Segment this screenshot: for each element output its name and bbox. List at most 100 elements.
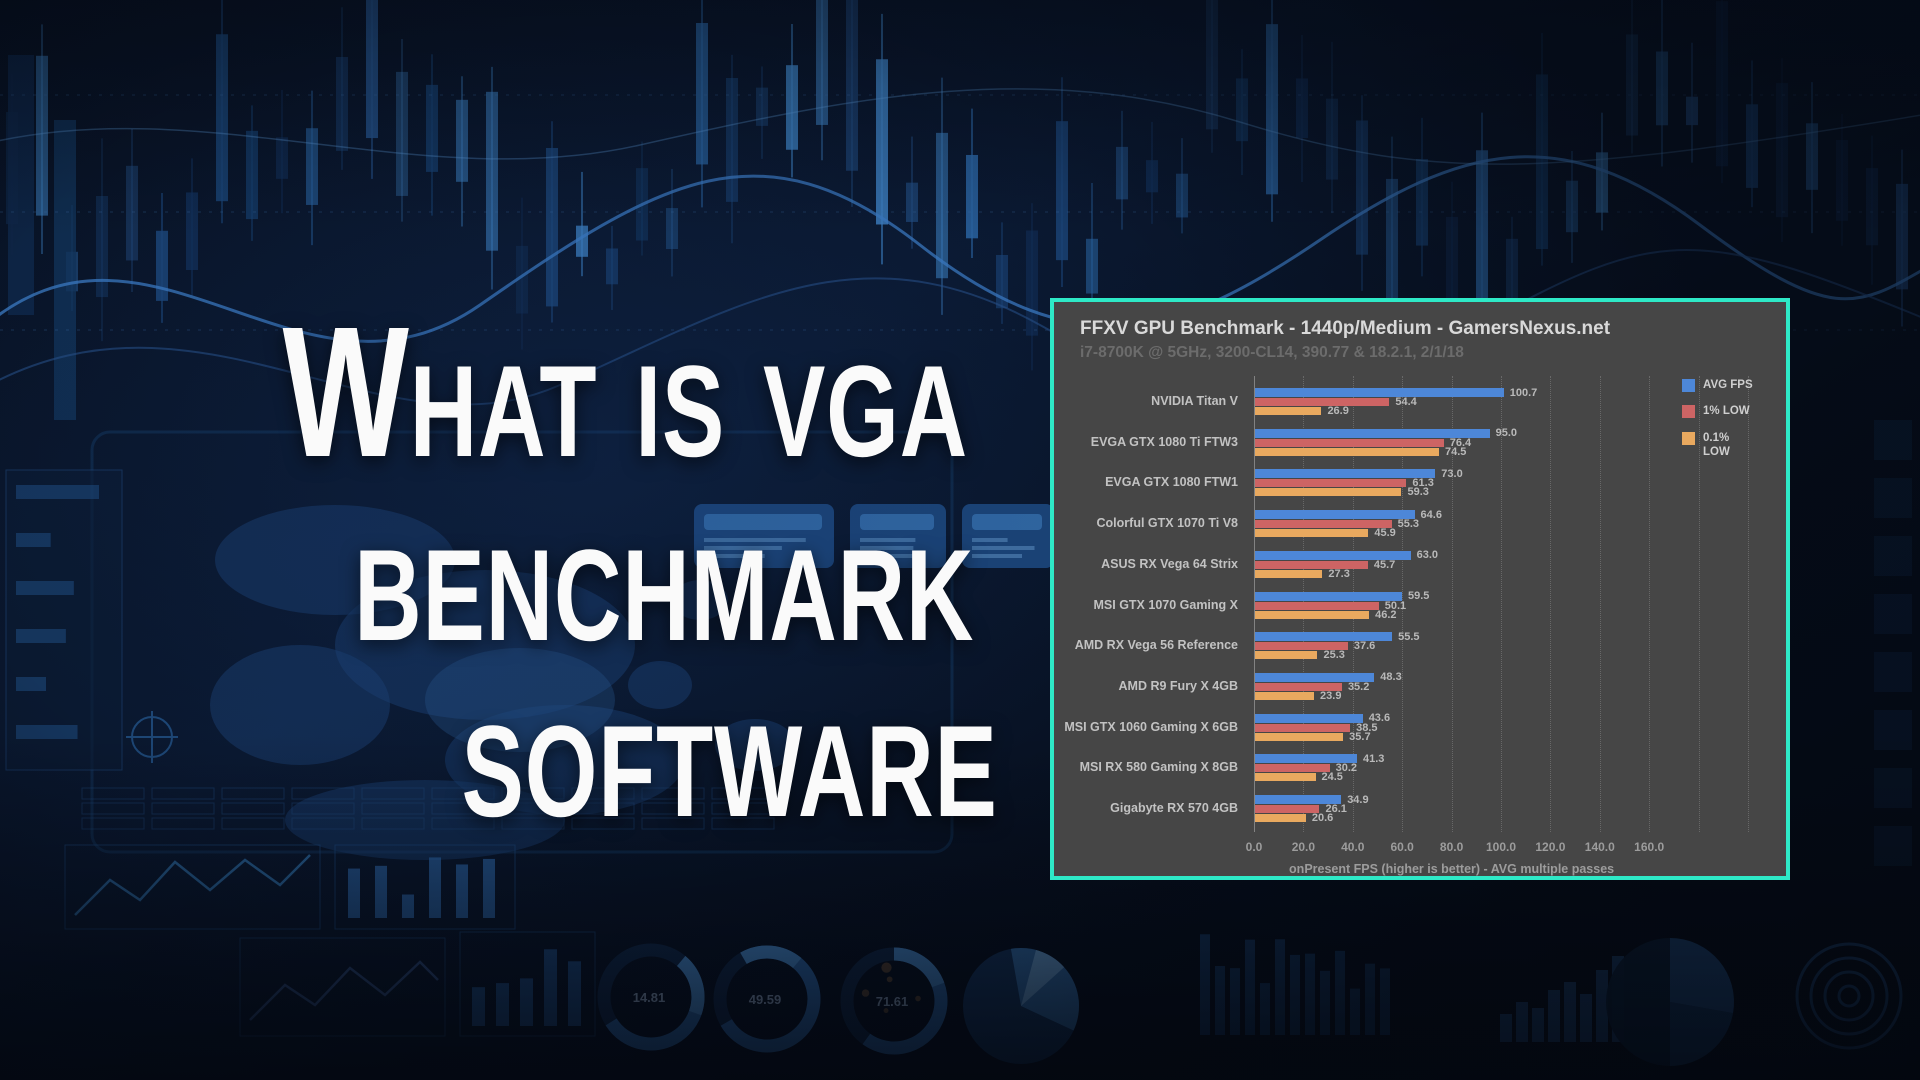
- bar-value-label: 73.0: [1441, 467, 1463, 480]
- chart-legend: AVG FPS 1% LOW 0.1% LOW: [1682, 378, 1755, 472]
- bar-value-label: 55.5: [1398, 630, 1420, 643]
- gpu-name-label: Colorful GTX 1070 Ti V8: [1096, 516, 1238, 531]
- bar-value-label: 41.3: [1363, 752, 1385, 765]
- one-percent-low-bar: [1255, 479, 1407, 488]
- x-tick-label: 0.0: [1245, 840, 1263, 854]
- avg-fps-bar: [1255, 469, 1436, 479]
- one-percent-low-bar: [1255, 764, 1330, 773]
- point-one-percent-low-bar: [1255, 773, 1316, 782]
- gridline: [1649, 376, 1651, 832]
- bar-value-label: 63.0: [1416, 549, 1439, 562]
- one-percent-low-bar: [1255, 520, 1392, 529]
- x-axis-title: onPresent FPS (higher is better) - AVG m…: [1289, 862, 1615, 876]
- point-one-percent-low-bar: [1255, 691, 1315, 700]
- gridline: [1599, 376, 1601, 832]
- gpu-name-label: ASUS RX Vega 64 Strix: [1101, 556, 1238, 571]
- chart-plot-area: FFXV GPU Benchmark - 1440p/Medium - Game…: [1054, 302, 1786, 876]
- gauge-ring: 71.61: [840, 947, 948, 1055]
- gpu-name-label: MSI GTX 1060 Gaming X 6GB: [1064, 719, 1238, 734]
- gauge-value-label: 14.81: [633, 990, 666, 1005]
- bar-value-label: 74.5: [1445, 445, 1467, 458]
- gpu-name-label: EVGA GTX 1080 Ti FTW3: [1090, 434, 1238, 449]
- x-tick-label: 20.0: [1291, 840, 1316, 854]
- bar-value-label: 59.3: [1407, 486, 1429, 499]
- bar-value-label: 100.7: [1509, 386, 1538, 399]
- legend-label: 1% LOW: [1703, 405, 1750, 418]
- pie-chart: [963, 948, 1079, 1064]
- pie-chart: [1606, 938, 1734, 1066]
- one-percent-low-bar: [1255, 438, 1444, 447]
- gauge-ring: 14.81: [597, 943, 705, 1051]
- x-tick-label: 60.0: [1390, 840, 1414, 854]
- one-percent-low-bar: [1255, 601, 1379, 610]
- point-one-percent-low-bar: [1255, 610, 1370, 619]
- bar-value-label: 34.9: [1347, 793, 1369, 806]
- bar-value-label: 35.7: [1349, 730, 1371, 743]
- bar-value-label: 46.2: [1375, 608, 1397, 621]
- legend-item-1pct: 1% LOW: [1682, 404, 1755, 419]
- point-one-percent-low-bar: [1255, 569, 1323, 578]
- one-percent-low-swatch-icon: [1682, 405, 1695, 419]
- gridline: [1550, 376, 1552, 832]
- x-tick-label: 120.0: [1535, 840, 1566, 854]
- gpu-name-label: EVGA GTX 1080 FTW1: [1105, 475, 1238, 490]
- bar-value-label: 45.7: [1373, 558, 1396, 571]
- gpu-name-label: Gigabyte RX 570 4GB: [1110, 801, 1238, 815]
- one-percent-low-bar: [1255, 398, 1390, 406]
- benchmark-chart-card: FFXV GPU Benchmark - 1440p/Medium - Game…: [1050, 298, 1790, 880]
- headline-line-3: software: [461, 649, 998, 856]
- gpu-name-label: NVIDIA Titan V: [1151, 394, 1238, 408]
- gridline: [1501, 376, 1502, 832]
- point-one-percent-low-bar: [1255, 814, 1306, 822]
- point-one-percent-low-bar: [1255, 407, 1322, 415]
- bar-value-label: 27.3: [1328, 567, 1350, 580]
- one-percent-low-bar: [1255, 723, 1351, 732]
- bar-value-label: 95.0: [1495, 427, 1518, 440]
- bar-value-label: 55.3: [1397, 518, 1419, 531]
- bar-value-label: 48.3: [1380, 671, 1402, 684]
- gauge-value-label: 71.61: [876, 994, 909, 1009]
- one-percent-low-bar: [1255, 805, 1320, 813]
- x-tick-label: 80.0: [1439, 840, 1464, 854]
- avg-fps-bar: [1255, 388, 1504, 397]
- point-one-percent-low-bar: [1255, 447, 1439, 456]
- legend-item-01pct: 0.1% LOW: [1682, 431, 1755, 460]
- avg-fps-bar: [1255, 713, 1363, 723]
- point-one-percent-low-swatch-icon: [1682, 431, 1695, 445]
- bar-value-label: 26.9: [1327, 405, 1349, 417]
- legend-item-avg: AVG FPS: [1682, 378, 1755, 392]
- bar-value-label: 25.3: [1323, 649, 1345, 662]
- bar-value-label: 37.6: [1353, 640, 1376, 653]
- gpu-name-label: MSI RX 580 Gaming X 8GB: [1079, 760, 1238, 775]
- point-one-percent-low-bar: [1255, 488, 1402, 497]
- avg-fps-bar: [1255, 510, 1415, 520]
- bar-value-label: 59.5: [1407, 590, 1430, 602]
- bar-value-label: 45.9: [1374, 527, 1396, 540]
- chart-subtitle: i7-8700K @ 5GHz, 3200-CL14, 390.77 & 18.…: [1080, 344, 1464, 361]
- gpu-name-label: AMD RX Vega 56 Reference: [1074, 638, 1238, 653]
- x-tick-label: 40.0: [1341, 840, 1365, 854]
- bar-value-label: 24.5: [1321, 771, 1343, 784]
- point-one-percent-low-bar: [1255, 529, 1369, 538]
- gpu-name-label: MSI GTX 1070 Gaming X: [1093, 597, 1239, 612]
- bar-value-label: 35.2: [1347, 680, 1370, 693]
- x-tick-label: 140.0: [1584, 840, 1615, 854]
- bar-value-label: 54.4: [1395, 396, 1417, 408]
- x-tick-label: 100.0: [1485, 840, 1517, 854]
- headline-block: What is vga benchmark software: [0, 0, 1010, 900]
- point-one-percent-low-bar: [1255, 651, 1318, 660]
- avg-fps-bar: [1255, 591, 1402, 601]
- gpu-name-label: AMD R9 Fury X 4GB: [1118, 678, 1238, 693]
- bar-value-label: 23.9: [1320, 689, 1342, 702]
- bar-value-label: 64.6: [1420, 508, 1442, 521]
- legend-label: 0.1% LOW: [1703, 431, 1730, 459]
- chart-title: FFXV GPU Benchmark - 1440p/Medium - Game…: [1080, 318, 1611, 339]
- gauge-ring: 49.59: [713, 945, 821, 1053]
- headline-line-1: What is vga: [282, 289, 968, 496]
- point-one-percent-low-bar: [1255, 732, 1344, 741]
- legend-label: AVG FPS: [1703, 379, 1753, 391]
- avg-fps-swatch-icon: [1682, 379, 1695, 392]
- gauge-value-label: 49.59: [749, 992, 782, 1007]
- one-percent-low-bar: [1255, 560, 1368, 569]
